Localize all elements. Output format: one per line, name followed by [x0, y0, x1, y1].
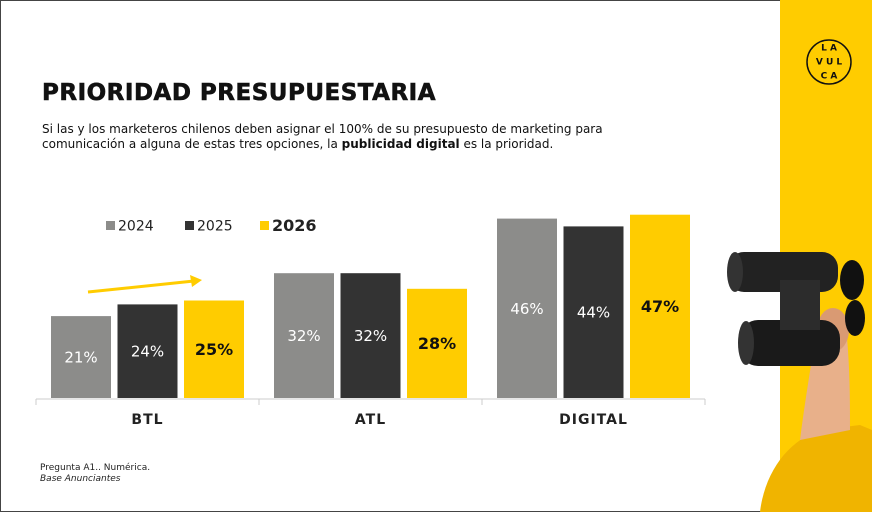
value-label: 44%: [577, 304, 610, 322]
x-tick-label: DIGITAL: [559, 412, 628, 428]
subtitle-text: es la prioridad.: [460, 137, 554, 151]
trend-arrow-head: [190, 275, 202, 287]
logo-text: V U L: [816, 58, 843, 68]
value-label: 28%: [418, 334, 456, 353]
chart: L A V U L C A 2024 2025 2026 21% 24% 25% BTL 32% 3…: [0, 0, 872, 512]
legend-label: 2024: [118, 219, 154, 235]
value-label: 32%: [354, 327, 387, 345]
trend-arrow: [88, 281, 194, 292]
value-label: 24%: [131, 343, 164, 361]
logo-text: C A: [821, 72, 838, 82]
x-tick-label: ATL: [355, 412, 386, 428]
legend-swatch: [260, 221, 269, 230]
value-label: 21%: [64, 349, 97, 367]
subtitle-bold: publicidad digital: [342, 137, 460, 151]
footnote: Pregunta A1.. Numérica.: [40, 463, 150, 474]
title: PRIORIDAD PRESUPUESTARIA: [42, 80, 682, 106]
subtitle: Si las y los marketeros chilenos deben a…: [42, 122, 682, 152]
logo-text: L A: [821, 44, 837, 54]
legend-swatch: [106, 221, 115, 230]
legend-label: 2026: [272, 216, 317, 235]
value-label: 32%: [287, 327, 320, 345]
x-tick-label: BTL: [131, 412, 163, 428]
footnotes: Pregunta A1.. Numérica. Base Anunciantes: [40, 463, 150, 485]
header: PRIORIDAD PRESUPUESTARIA Si las y los ma…: [42, 80, 682, 152]
value-label: 25%: [195, 340, 233, 359]
footnote: Base Anunciantes: [40, 474, 150, 485]
value-label: 47%: [641, 297, 679, 316]
value-label: 46%: [510, 300, 543, 318]
slide: L A V U L C A 2024 2025 2026 21% 24% 25% BTL 32% 3…: [0, 0, 872, 512]
legend-swatch: [185, 221, 194, 230]
legend-label: 2025: [197, 219, 233, 235]
